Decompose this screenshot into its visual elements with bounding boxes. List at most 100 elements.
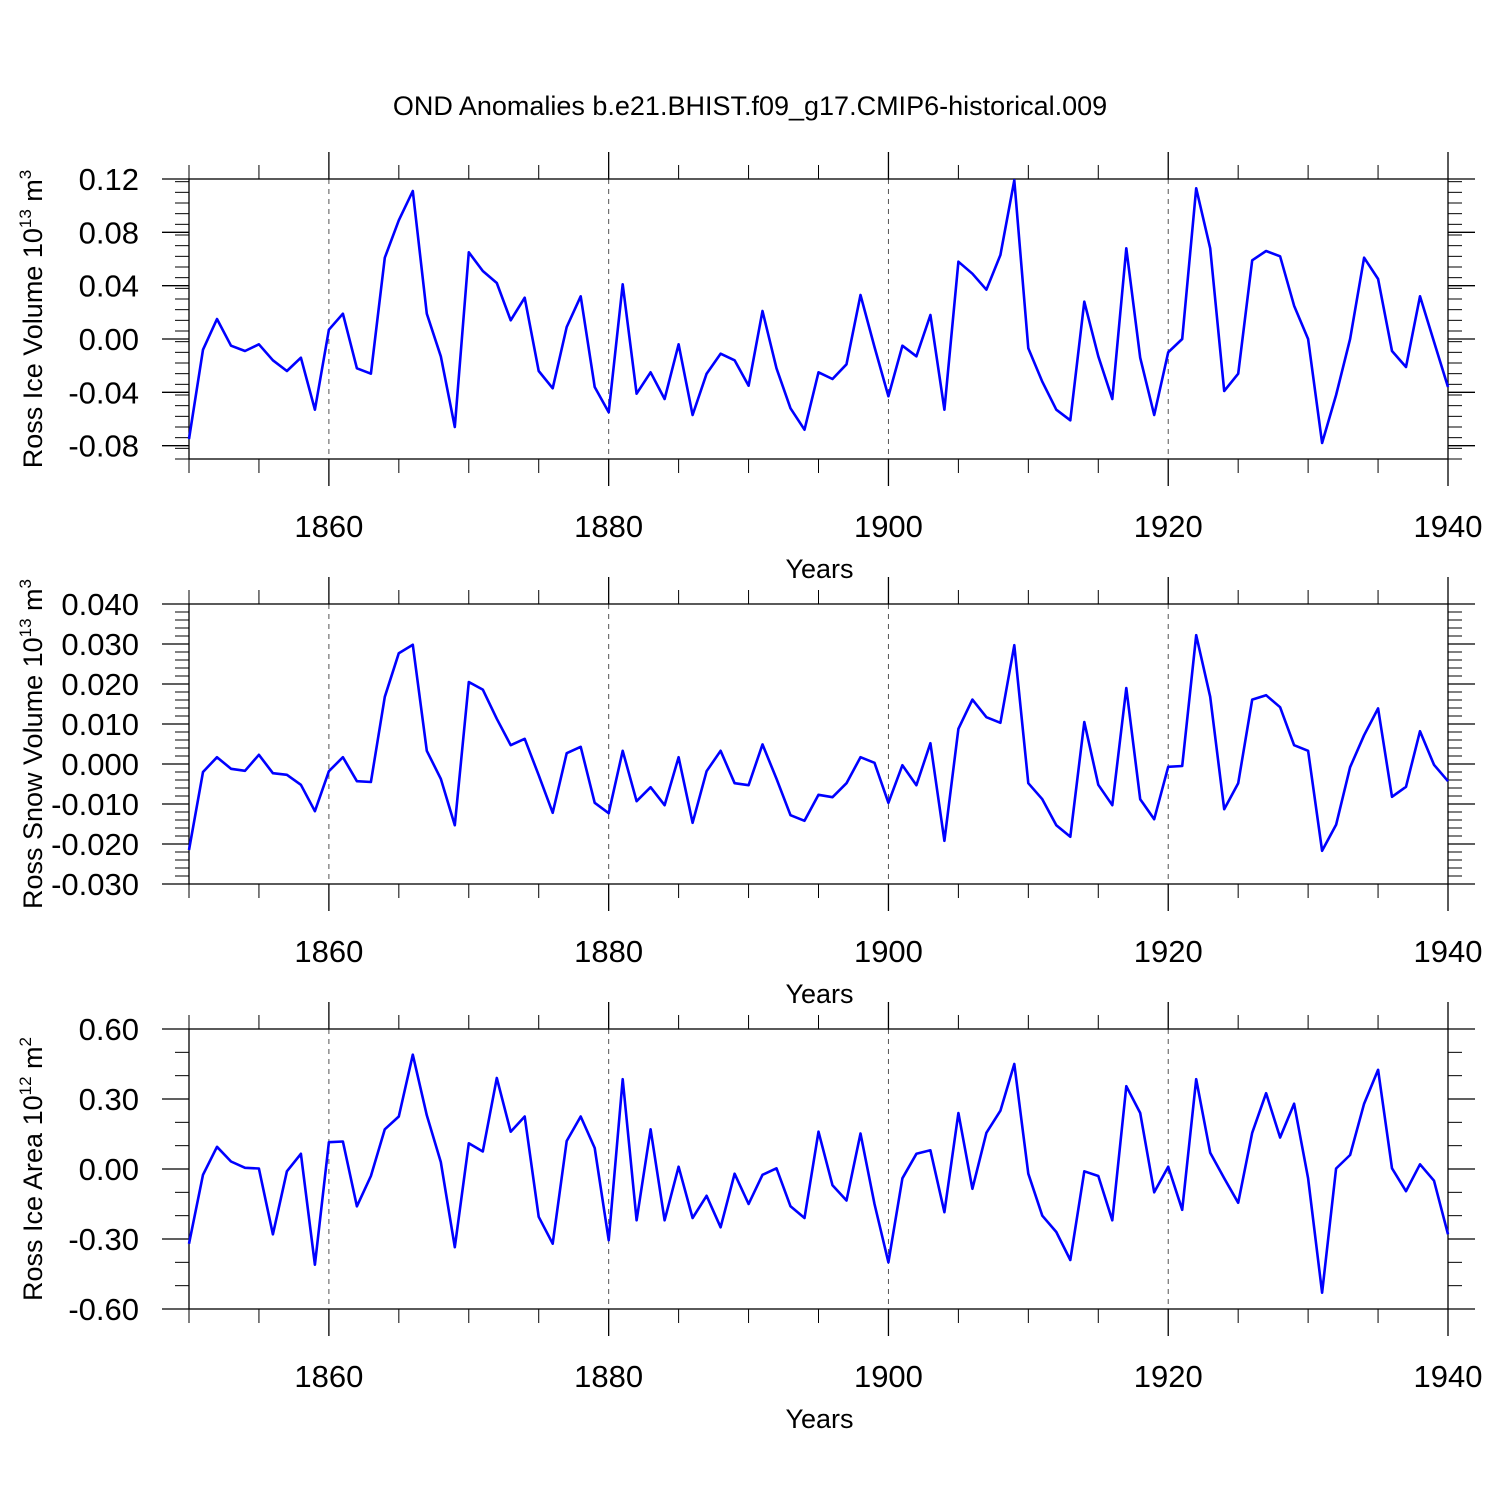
data-point — [1265, 250, 1267, 252]
data-point — [859, 1132, 861, 1134]
data-point — [1083, 1170, 1085, 1172]
data-point — [188, 849, 190, 851]
y-tick-label: -0.08 — [68, 429, 139, 464]
data-point — [803, 1217, 805, 1219]
data-point — [691, 414, 693, 416]
data-point — [1251, 259, 1253, 261]
data-point — [1097, 355, 1099, 357]
data-point — [929, 742, 931, 744]
x-tick-label: 1900 — [854, 934, 923, 969]
data-point — [356, 367, 358, 369]
data-point — [1167, 351, 1169, 353]
data-point — [901, 344, 903, 346]
data-point — [1153, 1191, 1155, 1193]
data-point — [286, 774, 288, 776]
data-point — [230, 344, 232, 346]
data-point — [1125, 1085, 1127, 1087]
data-point — [1251, 1132, 1253, 1134]
x-tick-label: 1860 — [294, 1359, 363, 1394]
data-point — [607, 1239, 609, 1241]
data-point — [1111, 398, 1113, 400]
chart-panel-2: -0.030 -0.020 -0.010 0.000 0.010 0.020 0.030 0.… — [16, 577, 1482, 1009]
data-point — [314, 1263, 316, 1265]
data-point — [901, 1177, 903, 1179]
data-point — [370, 1175, 372, 1177]
data-point — [314, 810, 316, 812]
data-point — [887, 1261, 889, 1263]
data-point — [747, 784, 749, 786]
data-point — [426, 1114, 428, 1116]
data-point — [1335, 394, 1337, 396]
y-tick-label: -0.030 — [51, 867, 139, 902]
data-point — [663, 398, 665, 400]
y-tick-label: -0.30 — [68, 1222, 139, 1257]
data-point — [775, 367, 777, 369]
data-point — [356, 780, 358, 782]
data-point — [1349, 1154, 1351, 1156]
data-point — [244, 350, 246, 352]
data-point — [314, 408, 316, 410]
data-point — [454, 824, 456, 826]
data-point — [1265, 1092, 1267, 1094]
data-point — [524, 738, 526, 740]
x-tick-label: 1920 — [1134, 934, 1203, 969]
data-point — [1405, 1190, 1407, 1192]
data-point — [510, 744, 512, 746]
data-point — [566, 326, 568, 328]
data-point — [579, 295, 581, 297]
data-point — [845, 363, 847, 365]
data-point — [1279, 255, 1281, 257]
data-point — [300, 784, 302, 786]
data-point — [579, 746, 581, 748]
data-point — [1363, 734, 1365, 736]
data-point — [971, 1188, 973, 1190]
x-tick-label: 1880 — [574, 934, 643, 969]
data-point — [691, 1217, 693, 1219]
data-point — [649, 371, 651, 373]
data-point — [1167, 766, 1169, 768]
data-point — [496, 718, 498, 720]
data-point — [566, 752, 568, 754]
data-point — [538, 774, 540, 776]
data-point — [384, 1128, 386, 1130]
data-point — [747, 1203, 749, 1205]
data-point — [300, 1153, 302, 1155]
data-point — [258, 343, 260, 345]
data-point — [1335, 1167, 1337, 1169]
data-point — [719, 352, 721, 354]
data-point — [635, 1219, 637, 1221]
data-point — [1139, 798, 1141, 800]
data-point — [761, 743, 763, 745]
data-point — [621, 750, 623, 752]
y-tick-label: -0.010 — [51, 787, 139, 822]
data-point — [705, 372, 707, 374]
x-tick-label: 1940 — [1414, 934, 1483, 969]
data-point — [496, 282, 498, 284]
data-point — [1111, 804, 1113, 806]
data-point — [1419, 730, 1421, 732]
data-point — [1349, 766, 1351, 768]
data-point — [566, 1140, 568, 1142]
x-tick-label: 1900 — [854, 1359, 923, 1394]
data-point — [1041, 380, 1043, 382]
y-tick-label: -0.04 — [68, 375, 139, 410]
data-point — [1223, 1177, 1225, 1179]
data-point — [1363, 1102, 1365, 1104]
data-point — [1419, 1163, 1421, 1165]
data-point — [230, 768, 232, 770]
data-point — [202, 771, 204, 773]
data-point — [258, 1167, 260, 1169]
y-tick-label: 0.020 — [61, 667, 139, 702]
data-point — [733, 782, 735, 784]
data-point — [1251, 698, 1253, 700]
data-point — [635, 800, 637, 802]
data-point — [524, 1115, 526, 1117]
data-point — [552, 812, 554, 814]
chart-panel-1: -0.08 -0.04 0.00 0.04 0.08 0.12 1860 1880 1900 19… — [16, 152, 1482, 584]
data-point — [705, 770, 707, 772]
data-point — [761, 1174, 763, 1176]
data-point — [188, 1242, 190, 1244]
data-point — [719, 750, 721, 752]
data-point — [1223, 390, 1225, 392]
data-point — [1139, 356, 1141, 358]
